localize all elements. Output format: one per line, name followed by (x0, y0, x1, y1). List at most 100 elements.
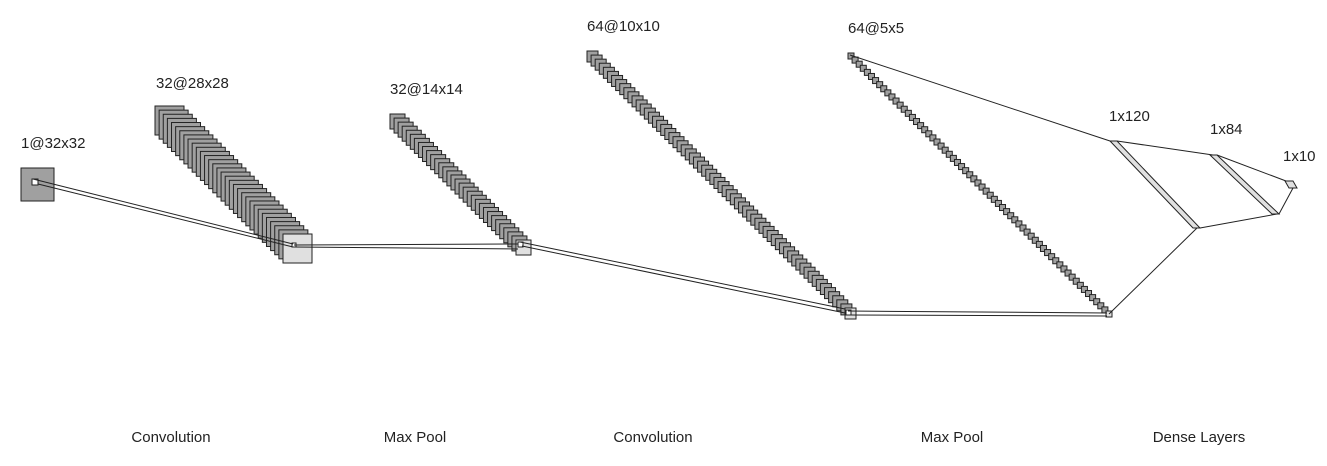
layer-stack-conv2 (586, 50, 857, 320)
layer-label-input: 1@32x32 (21, 135, 85, 152)
dense-layer-120 (1108, 140, 1202, 229)
feature-map (1023, 228, 1031, 236)
feature-map (913, 118, 921, 126)
feature-map (929, 134, 937, 142)
feature-map (933, 138, 941, 146)
feature-map (941, 146, 949, 154)
connection-line (519, 241, 846, 310)
feature-map (999, 204, 1007, 212)
feature-map (908, 113, 916, 121)
stage-label-max-pool-2: Max Pool (921, 429, 984, 446)
feature-map (970, 175, 978, 183)
feature-map (1044, 249, 1052, 257)
stage-label-dense-layers: Dense Layers (1153, 429, 1246, 446)
dense-layer-shape (1108, 140, 1202, 229)
feature-map (1080, 285, 1088, 293)
feature-map (1089, 294, 1097, 302)
feature-map (1076, 281, 1084, 289)
feature-map (859, 64, 867, 72)
connection-line (847, 314, 1108, 317)
connection-line (1108, 227, 1198, 315)
feature-map (876, 81, 884, 89)
layer-stack-pool2 (847, 52, 1113, 318)
layer-label-conv2: 64@10x10 (587, 18, 660, 35)
feature-map (1093, 298, 1101, 306)
connection-line (293, 246, 519, 250)
layer-label-pool2: 64@5x5 (848, 20, 904, 37)
feature-map (896, 101, 904, 109)
layer-label-dense-10: 1x10 (1283, 148, 1316, 165)
feature-map (949, 154, 957, 162)
layer-stack-pool1 (389, 113, 532, 256)
feature-map (937, 142, 945, 150)
feature-map (1015, 220, 1023, 228)
feature-map (900, 105, 908, 113)
connections (32, 54, 1294, 317)
stage-label-max-pool-1: Max Pool (384, 429, 447, 446)
feature-map (1072, 277, 1080, 285)
feature-map (1097, 302, 1105, 310)
feature-map (884, 89, 892, 97)
connection-line (1116, 140, 1214, 156)
feature-map (1068, 273, 1076, 281)
connection-line (293, 243, 519, 246)
feature-map (953, 158, 961, 166)
feature-map (917, 122, 925, 130)
feature-map (1052, 257, 1060, 265)
feature-map (1060, 265, 1068, 273)
feature-map (904, 109, 912, 117)
feature-map (1056, 261, 1064, 269)
feature-map (958, 163, 966, 171)
feature-map (974, 179, 982, 187)
stage-label-convolution-2: Convolution (613, 429, 692, 446)
feature-map (855, 60, 863, 68)
dense-layer-10 (1284, 180, 1298, 189)
layer-label-dense-84: 1x84 (1210, 121, 1243, 138)
feature-map (994, 199, 1002, 207)
connection-line (1199, 213, 1278, 229)
connection-line (1278, 187, 1294, 215)
connection-line (847, 310, 1108, 314)
feature-map (1027, 232, 1035, 240)
feature-map (1003, 208, 1011, 216)
feature-map (1019, 224, 1027, 232)
layer-label-dense-120: 1x120 (1109, 108, 1150, 125)
feature-map (925, 130, 933, 138)
dense-layer-shape (1208, 154, 1281, 215)
feature-map (1031, 236, 1039, 244)
connection-line (849, 54, 1111, 142)
feature-map (1064, 269, 1072, 277)
feature-map (888, 93, 896, 101)
feature-map (966, 171, 974, 179)
feature-map (872, 77, 880, 85)
feature-map (1039, 244, 1047, 252)
layer-label-conv1: 32@28x28 (156, 75, 229, 92)
feature-map (978, 183, 986, 191)
feature-map (1011, 216, 1019, 224)
connection-line (32, 178, 294, 245)
feature-map (986, 191, 994, 199)
feature-map (962, 167, 970, 175)
feature-map (921, 126, 929, 134)
feature-map (867, 72, 875, 80)
feature-map (1007, 212, 1015, 220)
feature-map (1085, 290, 1093, 298)
feature-map (982, 187, 990, 195)
feature-map (990, 195, 998, 203)
layer-stack-input (20, 167, 55, 202)
connection-line (1216, 154, 1287, 182)
feature-map (282, 233, 313, 264)
feature-map (863, 68, 871, 76)
connection-line (37, 183, 294, 248)
connection-line (521, 245, 846, 314)
stage-label-convolution-1: Convolution (131, 429, 210, 446)
feature-map (892, 97, 900, 105)
dense-layer-84 (1208, 154, 1281, 215)
layer-label-pool1: 32@14x14 (390, 81, 463, 98)
feature-map (945, 150, 953, 158)
feature-map (1035, 240, 1043, 248)
layer-stack-conv1 (154, 105, 313, 264)
feature-map (1048, 253, 1056, 261)
dense-layer-shape (1284, 180, 1298, 189)
